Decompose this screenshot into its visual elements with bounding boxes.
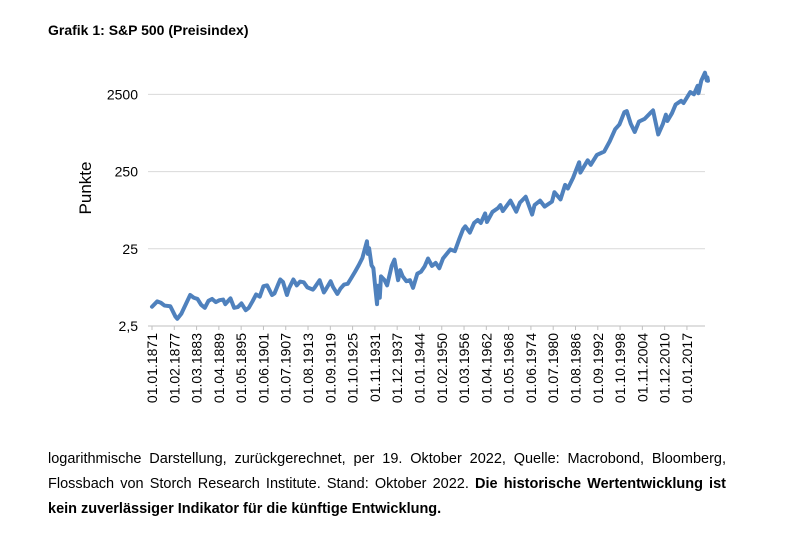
x-tick-label: 01.12.2010 xyxy=(657,333,673,403)
x-tick-label: 01.02.1950 xyxy=(434,333,450,403)
y-tick-label: 25 xyxy=(122,241,138,257)
x-tick-label: 01.07.1907 xyxy=(278,333,294,403)
x-tick-label: 01.02.1877 xyxy=(166,333,182,403)
x-tick-label: 01.07.1980 xyxy=(545,333,561,403)
footnote: logarithmische Darstellung, zurückgerech… xyxy=(48,447,726,522)
x-tick-label: 01.11.2004 xyxy=(634,333,650,402)
x-tick-label: 01.10.1925 xyxy=(345,333,361,403)
x-tick-label: 01.03.1883 xyxy=(189,333,205,403)
x-tick-label: 01.04.1889 xyxy=(211,333,227,403)
y-tick-label: 2500 xyxy=(107,86,138,102)
x-tick-label: 01.06.1901 xyxy=(255,333,271,403)
x-tick-label: 01.09.1919 xyxy=(322,333,338,403)
x-tick-label: 01.01.1944 xyxy=(411,333,427,403)
y-tick-label: 2,5 xyxy=(119,318,139,334)
note-bold: Die historische Wertentwicklung ist kein… xyxy=(48,476,726,517)
chart: Grafik 1: S&P 500 (Preisindex) Punkte 2,… xyxy=(48,22,710,403)
chart-title: Grafik 1: S&P 500 (Preisindex) xyxy=(48,22,249,38)
x-tick-label: 01.05.1968 xyxy=(501,333,517,403)
x-tick-label: 01.09.1992 xyxy=(590,333,606,403)
x-tick-label: 01.08.1986 xyxy=(567,333,583,403)
x-tick-label: 01.05.1895 xyxy=(233,333,249,403)
note-text: logarithmische Darstellung, zurückgerech… xyxy=(48,451,726,492)
x-tick-label: 01.01.2017 xyxy=(679,333,695,403)
x-tick-label: 01.12.1937 xyxy=(389,333,405,403)
x-tick-label: 01.04.1962 xyxy=(478,333,494,403)
x-tick-label: 01.10.1998 xyxy=(612,333,628,403)
price-line xyxy=(150,70,710,321)
x-tick-label: 01.06.1974 xyxy=(523,333,539,403)
y-axis-label: Punkte xyxy=(76,162,95,215)
y-tick-label: 250 xyxy=(115,164,139,180)
x-tick-label: 01.03.1956 xyxy=(456,333,472,403)
x-tick-label: 01.08.1913 xyxy=(300,333,316,403)
x-tick-label: 01.11.1931 xyxy=(367,333,383,402)
x-tick-label: 01.01.1871 xyxy=(144,333,160,403)
